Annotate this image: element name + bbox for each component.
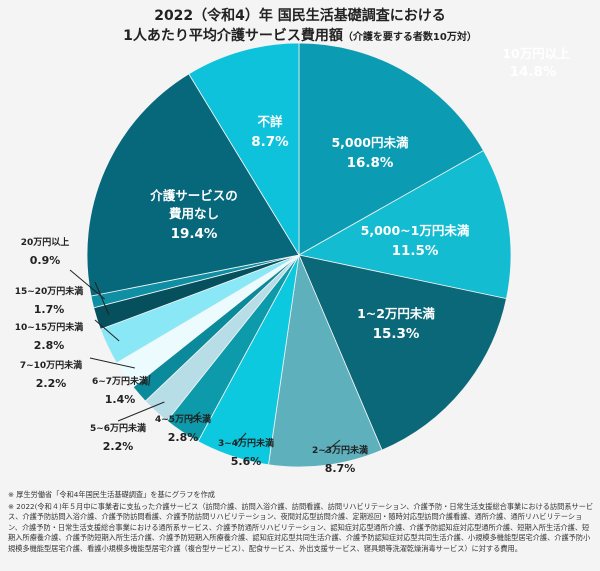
- pie-slice-0: [298, 42, 485, 256]
- slice-label-5-6万円未満: 5~6万円未満: [90, 422, 146, 434]
- slice-label-不詳-0: 不詳: [257, 114, 283, 129]
- leader-lines: [69, 269, 341, 453]
- slice-label-2-3万円未満: 2~3万円未満: [312, 444, 368, 456]
- chart-title-sub: （介護を要する者数10万対）: [342, 32, 477, 43]
- slice-value-5-000-1万円未満: 11.5%: [392, 243, 439, 259]
- slice-label-5-000円未満-0: 5,000円未満: [331, 135, 409, 150]
- slice-value-6-7万円未満: 1.4%: [105, 393, 136, 406]
- chart-title: 2022（令和4）年 国民生活基礎調査における 1人あたり平均介護サービス費用額…: [0, 6, 600, 48]
- pie-labels: 5,000円未満 16.8% 5,000~1万円未満 11.5% 1~2万円未満 15.3…: [15, 46, 570, 475]
- slice-label-介護サービスの費用なし-0: 介護サービスの: [149, 188, 238, 203]
- chart-title-line2: 1人あたり平均介護サービス費用額（介護を要する者数10万対）: [0, 26, 600, 48]
- leader-line-7-10万円未満: [89, 357, 136, 369]
- slice-value-5-6万円未満: 2.2%: [103, 440, 134, 453]
- slice-value-2-3万円未満: 8.7%: [325, 462, 356, 475]
- slice-label-介護サービスの費用なし-1: 費用なし: [169, 206, 219, 221]
- pie-slice-1: [297, 149, 512, 300]
- slice-label-7-10万円未満: 7~10万円未満: [20, 359, 82, 371]
- slice-label-6-7万円未満: 6~7万円未満: [92, 375, 148, 387]
- slice-value-7-10万円未満: 2.2%: [36, 377, 67, 390]
- pie-slice-2: [298, 254, 507, 451]
- slice-value-20万円以上: 0.9%: [30, 254, 61, 267]
- leader-line-2-3万円未満: [324, 439, 341, 453]
- leader-line-10-15万円未満: [94, 319, 120, 342]
- slice-value-4-5万円未満: 2.8%: [168, 431, 199, 444]
- pie-chart: 5,000円未満 16.8% 5,000~1万円未満 11.5% 1~2万円未満 15.3…: [15, 42, 570, 475]
- leader-line-3-4万円未満: [235, 432, 247, 445]
- slice-label-3-4万円未満: 3~4万円未満: [218, 437, 274, 449]
- chart-title-line1: 2022（令和4）年 国民生活基礎調査における: [154, 8, 446, 24]
- slice-value-不詳: 8.7%: [251, 134, 289, 150]
- overflow-label: 10万円以上: [502, 46, 570, 61]
- pie-slice-3: [268, 253, 383, 468]
- slice-value-5-000円未満: 16.8%: [347, 155, 394, 171]
- slice-value-介護サービスの費用なし: 19.4%: [171, 226, 218, 242]
- leader-line-5-6万円未満: [117, 401, 165, 422]
- slice-value-3-4万円未満: 5.6%: [231, 455, 262, 468]
- overflow-value: 14.8%: [510, 64, 557, 80]
- leader-line-20万円以上: [69, 269, 106, 300]
- footnote-source: ※ 厚生労働省「令和4年国民生活基礎調査」を基にグラフを作成: [8, 490, 215, 499]
- slice-value-10-15万円未満: 2.8%: [34, 339, 65, 352]
- footnote-definition: ※ 2022(令和４)年５月中に事業者に支払った介護サービス（訪問介護、訪問入浴…: [8, 501, 594, 553]
- slice-label-15-20万円未満: 15~20万円未満: [15, 285, 84, 297]
- slice-value-15-20万円未満: 1.7%: [34, 303, 65, 316]
- pie-slice-12: [86, 73, 300, 297]
- slice-label-1-2万円未満-0: 1~2万円未満: [357, 306, 435, 321]
- leader-line-15-20万円未満: [94, 281, 110, 315]
- footnotes: ※ 厚生労働省「令和4年国民生活基礎調査」を基にグラフを作成 ※ 2022(令和…: [8, 490, 596, 555]
- chart-title-main: 1人あたり平均介護サービス費用額: [123, 28, 343, 44]
- pie-slice-13: [188, 42, 300, 257]
- pie-slices: [86, 42, 512, 468]
- slice-value-1-2万円未満: 15.3%: [373, 326, 420, 342]
- slice-label-5-000-1万円未満-0: 5,000~1万円未満: [361, 223, 470, 238]
- leader-line-6-7万円未満: [148, 374, 151, 386]
- slice-label-10-15万円未満: 10~15万円未満: [15, 321, 84, 333]
- leader-line-4-5万円未満: [188, 411, 201, 422]
- slice-label-20万円以上: 20万円以上: [21, 236, 70, 248]
- slice-label-4-5万円未満: 4~5万円未満: [155, 413, 211, 425]
